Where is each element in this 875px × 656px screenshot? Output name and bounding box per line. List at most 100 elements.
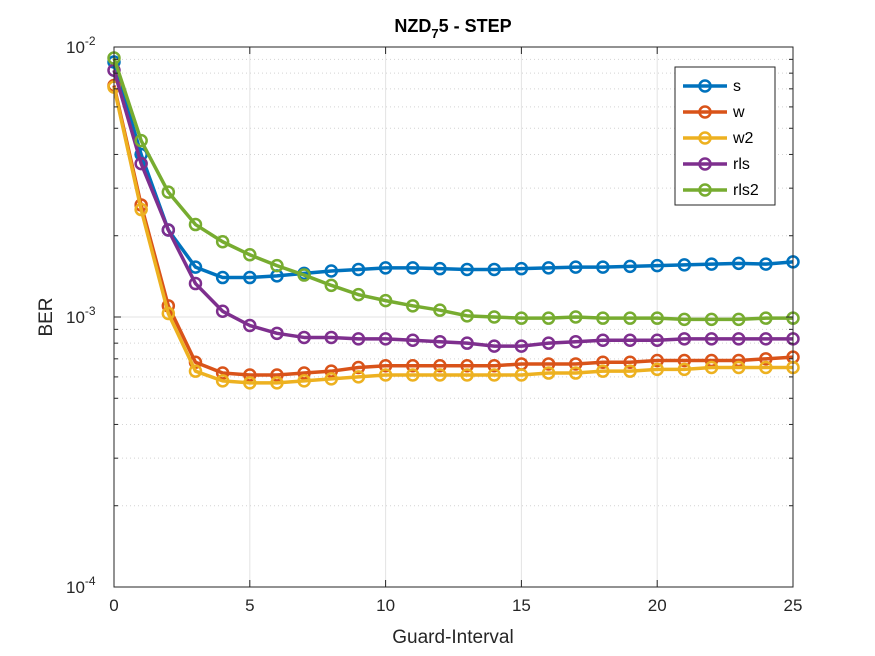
data-point-rls — [351, 332, 366, 346]
data-point-w2 — [623, 364, 637, 378]
x-tick-label: 5 — [245, 596, 254, 615]
legend-marker — [698, 157, 712, 171]
x-axis-label: Guard-Interval — [392, 627, 513, 648]
data-point-w2 — [161, 306, 176, 321]
data-point-w2 — [134, 202, 148, 217]
x-tick-label: 25 — [784, 596, 803, 615]
data-point-w2 — [487, 368, 501, 382]
data-point-rls2 — [188, 217, 203, 232]
data-point-s — [596, 260, 610, 274]
series-layer — [107, 51, 800, 390]
x-tick-label: 10 — [376, 596, 395, 615]
data-point-s — [460, 262, 474, 277]
data-point-w — [433, 358, 447, 373]
data-point-w2 — [568, 366, 583, 380]
data-point-rls — [487, 339, 501, 353]
chart-title-subscript: 7 — [431, 26, 438, 41]
legend-label: rls — [733, 156, 750, 173]
data-point-rls — [270, 326, 284, 341]
data-point-rls — [650, 333, 664, 348]
data-point-w2 — [677, 362, 692, 377]
data-point-rls2 — [596, 311, 610, 325]
data-point-rls — [215, 304, 230, 319]
data-point-s — [541, 261, 556, 275]
data-point-w — [623, 355, 637, 369]
data-point-rls2 — [161, 185, 176, 199]
data-point-s — [406, 261, 420, 275]
data-point-w — [215, 366, 230, 380]
data-point-s — [487, 262, 501, 277]
data-point-rls — [243, 318, 257, 333]
chart-title-main: NZD — [394, 16, 431, 36]
data-point-s — [324, 264, 339, 278]
data-point-w2 — [215, 374, 230, 388]
data-point-s — [731, 256, 746, 271]
data-point-rls — [568, 334, 583, 349]
data-point-w — [378, 358, 393, 373]
data-point-w2 — [378, 368, 393, 382]
data-point-rls — [406, 333, 420, 348]
legend-entry-w2: w2 — [683, 130, 754, 147]
data-point-w — [406, 358, 420, 373]
data-point-w — [460, 358, 474, 373]
data-point-w2 — [270, 376, 284, 390]
data-point-rls2 — [650, 311, 664, 325]
data-point-rls2 — [351, 287, 366, 302]
data-point-rls — [324, 330, 339, 345]
data-point-w2 — [243, 376, 257, 390]
data-point-rls2 — [677, 312, 692, 327]
data-point-w2 — [731, 360, 746, 375]
data-point-rls2 — [731, 312, 746, 327]
chart-title-rest: 5 - STEP — [439, 16, 512, 36]
y-tick-label: 10-3 — [66, 304, 96, 327]
data-point-w — [677, 353, 692, 368]
data-point-rls — [188, 276, 203, 291]
data-point-rls — [731, 332, 746, 346]
data-point-rls2 — [243, 248, 257, 262]
data-point-s — [215, 270, 230, 285]
y-tick-label: 10-2 — [66, 34, 96, 57]
data-point-rls — [677, 332, 692, 346]
data-point-rls — [541, 336, 556, 350]
data-point-w2 — [406, 368, 420, 382]
data-point-rls2 — [406, 299, 420, 313]
data-point-rls2 — [487, 310, 501, 324]
data-point-s — [351, 262, 366, 277]
data-point-rls — [433, 334, 447, 349]
data-point-rls — [378, 332, 393, 346]
data-point-rls — [514, 339, 529, 353]
data-point-w2 — [188, 364, 203, 378]
data-point-w2 — [324, 372, 339, 386]
legend-marker — [698, 183, 712, 197]
data-point-w2 — [596, 364, 610, 378]
data-point-rls2 — [514, 311, 529, 325]
legend-label: w2 — [732, 130, 754, 147]
data-point-w — [270, 368, 284, 382]
data-point-rls2 — [460, 309, 474, 323]
legend-entry-w: w — [683, 104, 745, 121]
legend-label: s — [733, 78, 741, 95]
data-point-rls — [134, 156, 148, 171]
data-point-rls2 — [297, 268, 311, 282]
x-tick-label: 0 — [109, 596, 118, 615]
legend-marker — [698, 105, 712, 119]
data-point-w — [568, 357, 583, 371]
data-point-s — [677, 258, 692, 272]
chart-title: NZD75 - STEP — [394, 16, 511, 41]
data-point-rls — [623, 333, 637, 348]
data-point-rls2 — [134, 133, 148, 148]
data-point-w2 — [351, 370, 366, 384]
series-w — [107, 78, 800, 382]
data-point-w2 — [460, 368, 474, 382]
data-point-w2 — [704, 360, 719, 375]
data-point-s — [650, 258, 664, 273]
legend-entry-rls: rls — [683, 156, 750, 173]
data-point-w2 — [433, 368, 447, 382]
data-point-rls — [460, 336, 474, 350]
data-point-s — [704, 257, 719, 271]
legend-label: rls2 — [733, 182, 759, 199]
data-point-w2 — [541, 366, 556, 380]
data-point-rls2 — [215, 234, 230, 249]
x-tick-label: 15 — [512, 596, 531, 615]
